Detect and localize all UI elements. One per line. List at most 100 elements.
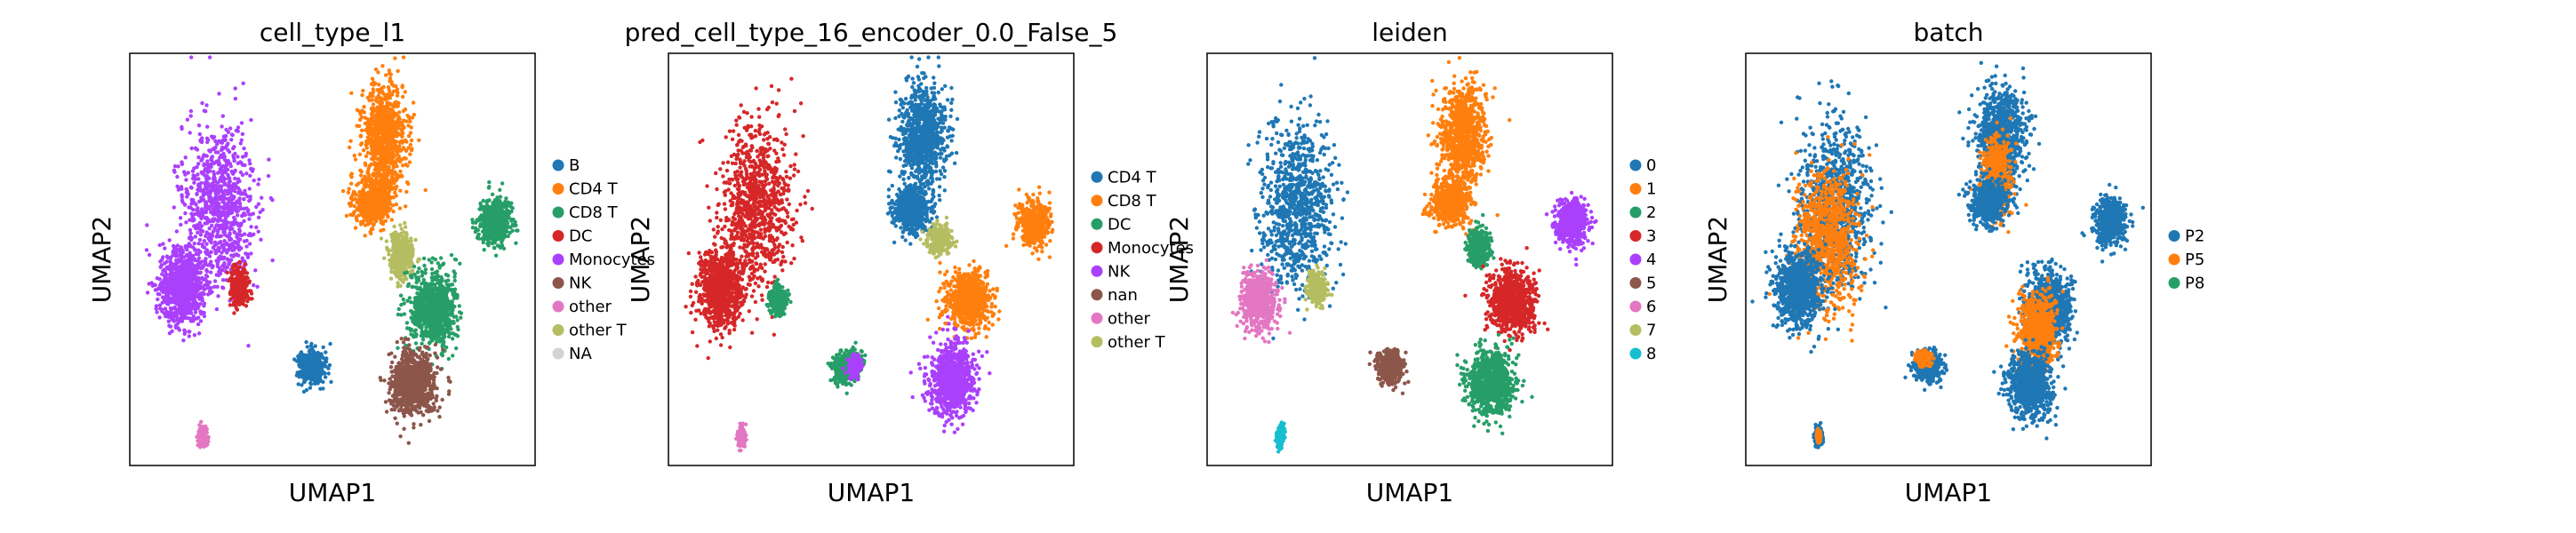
scatter-point xyxy=(427,301,431,306)
scatter-point xyxy=(404,276,408,282)
scatter-point xyxy=(207,206,212,211)
scatter-point xyxy=(238,206,244,211)
scatter-point xyxy=(417,138,421,142)
scatter-point xyxy=(412,264,417,269)
scatter-point xyxy=(387,107,391,112)
scatter-point xyxy=(396,149,401,154)
scatter-point xyxy=(395,269,400,274)
scatter-point xyxy=(375,133,380,139)
scatter-point xyxy=(185,195,189,199)
scatter-point xyxy=(212,279,218,283)
scatter-point xyxy=(221,169,226,174)
scatter-point xyxy=(207,232,212,236)
scatter-point xyxy=(182,331,187,336)
scatter-point xyxy=(401,55,406,60)
scatter-point xyxy=(208,219,212,223)
scatter-point xyxy=(188,218,192,222)
scatter-point xyxy=(359,221,364,227)
scatter-point xyxy=(174,247,180,252)
scatter-point xyxy=(380,144,384,148)
scatter-point xyxy=(449,252,454,258)
scatter-point xyxy=(358,173,364,178)
scatter-point xyxy=(403,90,407,94)
scatter-point xyxy=(185,247,189,252)
scatter-point xyxy=(381,91,386,96)
scatter-point xyxy=(393,230,398,235)
scatter-point xyxy=(358,168,363,172)
scatter-point xyxy=(245,275,250,281)
scatter-point xyxy=(404,326,410,330)
scatter-point xyxy=(238,141,243,146)
scatter-point xyxy=(184,220,188,225)
scatter-point xyxy=(182,328,187,332)
scatter-point xyxy=(195,316,199,321)
scatter-point xyxy=(385,139,390,144)
scatter-point xyxy=(434,275,438,280)
scatter-point xyxy=(198,233,204,237)
scatter-point xyxy=(384,149,388,154)
scatter-point xyxy=(409,239,413,243)
scatter-point xyxy=(256,229,260,234)
scatter-point xyxy=(168,324,173,329)
scatter-point xyxy=(180,193,184,197)
scatter-point xyxy=(187,260,192,265)
scatter-point xyxy=(408,274,413,279)
scatter-point xyxy=(260,208,265,212)
scatter-point xyxy=(229,270,234,275)
scatter-point xyxy=(373,174,379,179)
scatter-point xyxy=(180,124,184,130)
scatter-point xyxy=(411,319,415,323)
scatter-point xyxy=(204,267,209,273)
scatter-point xyxy=(391,209,396,214)
scatter-point xyxy=(188,330,192,334)
scatter-point xyxy=(388,72,393,77)
scatter-point xyxy=(196,212,200,217)
scatter-point xyxy=(212,174,216,179)
scatter-point xyxy=(182,203,188,207)
scatter-point xyxy=(410,115,415,120)
scatter-point xyxy=(186,254,190,259)
scatter-point xyxy=(198,293,203,298)
scatter-point xyxy=(399,127,404,131)
scatter-point xyxy=(396,283,401,289)
scatter-point xyxy=(267,157,271,162)
scatter-point xyxy=(413,341,419,346)
scatter-point xyxy=(199,138,204,143)
scatter-point xyxy=(403,225,408,229)
scatter-point xyxy=(220,243,224,248)
scatter-point xyxy=(377,195,382,200)
scatter-point xyxy=(189,255,194,259)
scatter-point xyxy=(393,143,397,147)
scatter-point xyxy=(408,260,412,266)
scatter-point xyxy=(163,267,167,272)
scatter-point xyxy=(364,154,369,158)
scatter-point xyxy=(398,293,404,298)
scatter-point xyxy=(189,237,194,243)
scatter-point xyxy=(372,80,376,84)
scatter-point xyxy=(236,129,240,133)
scatter-point xyxy=(234,270,238,275)
scatter-point xyxy=(412,322,418,327)
scatter-point xyxy=(186,296,190,300)
scatter-point xyxy=(235,265,239,270)
scatter-point xyxy=(192,180,196,185)
scatter-point xyxy=(389,255,395,259)
scatter-point xyxy=(165,255,170,260)
scatter-point xyxy=(408,152,412,156)
scatter-point xyxy=(191,314,196,319)
scatter-point xyxy=(438,282,443,288)
scatter-point xyxy=(211,136,215,140)
scatter-point xyxy=(411,284,415,289)
scatter-point xyxy=(451,354,455,358)
scatter-point xyxy=(227,149,232,155)
scatter-point xyxy=(179,186,183,190)
scatter-point xyxy=(419,295,423,300)
scatter-point xyxy=(233,176,237,181)
scatter-point xyxy=(230,132,235,138)
scatter-point xyxy=(425,283,429,289)
scatter-point xyxy=(174,272,180,276)
scatter-point xyxy=(397,206,403,211)
scatter-point xyxy=(242,288,246,292)
scatter-point xyxy=(384,73,388,77)
scatter-point xyxy=(256,202,261,206)
